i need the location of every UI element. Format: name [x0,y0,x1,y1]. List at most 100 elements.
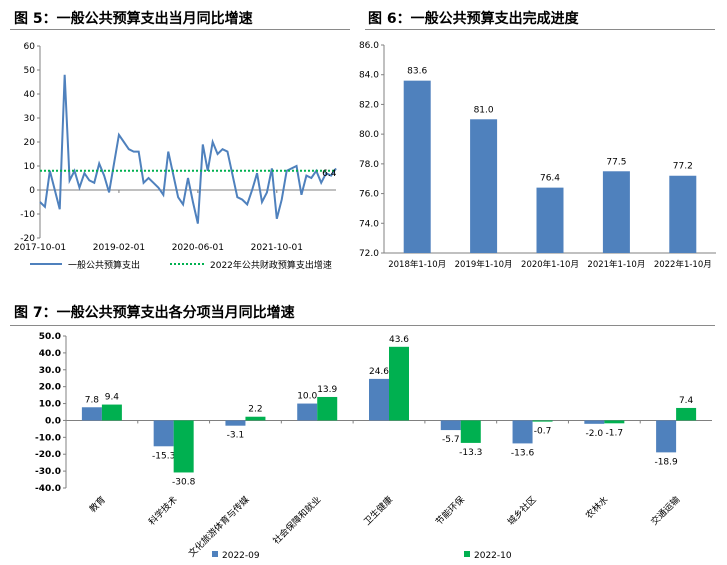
fig7-category-label: 社会保障和就业 [270,494,323,547]
fig7-y-tick-label: -20.0 [35,450,61,460]
fig7-value-label: 9.4 [105,393,120,403]
fig7-category-label: 文化旅游体育与传媒 [186,494,252,560]
fig6-y-tick-label: 78.0 [359,160,379,170]
fig7-value-label: -30.8 [172,477,196,487]
fig5-x-tick-label: 2020-06-01 [172,243,224,253]
fig5-series-line [39,74,337,224]
fig7-value-label: -3.1 [227,431,245,441]
fig6-y-tick-label: 86.0 [359,41,379,51]
fig7-bar-2022-10 [389,346,409,421]
fig7-y-tick-label: 40.0 [39,349,61,359]
fig5-y-tick-label: 50 [24,66,36,76]
fig5-y-tick-label: 0 [29,186,35,196]
fig5-legend-label: 2022年公共财政预算支出增速 [210,259,332,271]
fig7-bar-2022-09 [512,420,533,444]
fig7-bar-2022-09 [153,420,174,447]
fig7-bar-2022-10 [245,416,266,421]
fig7-bar-2022-10 [676,407,697,421]
fig6-category-label: 2018年1-10月 [388,259,446,270]
fig6-title: 图 6：一般公共预算支出完成进度 [368,11,579,27]
fig6-y-tick-label: 76.0 [359,190,379,200]
fig5-title: 图 5：一般公共预算支出当月同比增速 [14,11,253,27]
fig7-value-label: 43.6 [389,335,409,345]
fig7-category-label: 教育 [87,494,108,515]
fig7-value-label: 7.4 [679,396,694,406]
fig7-bar-2022-09 [225,420,246,426]
fig7-y-tick-label: 0.0 [45,416,61,426]
fig7-value-label: 10.0 [297,392,317,402]
fig6-value-label: 77.2 [673,162,693,172]
fig5-y-tick-label: 20 [24,138,36,148]
fig7-bar-2022-09 [81,407,102,421]
separator-top [10,29,350,30]
fig5-y-tick-label: 30 [24,114,36,124]
fig7-legend-label: 2022-10 [474,551,512,561]
fig7-y-tick-label: 30.0 [39,366,61,376]
fig6-bar [403,80,431,254]
separator-top-right [365,29,715,30]
fig7-value-label: -2.0 [586,429,604,439]
fig5-y-tick-label: 10 [24,162,36,172]
fig6-bar [536,187,564,253]
fig5-y-tick-label: 60 [24,42,36,52]
fig7-bar-2022-10 [173,420,194,473]
fig7-y-tick-label: -40.0 [35,484,61,494]
fig5-y-tick-label: -10 [20,210,35,220]
fig7-value-label: -0.7 [534,427,552,437]
fig7-title: 图 7：一般公共预算支出各分项当月同比增速 [14,305,295,321]
fig7-value-label: 2.2 [248,405,262,415]
fig7-value-label: -13.6 [511,448,535,458]
fig7-value-label: 13.9 [317,385,337,395]
fig6-value-label: 81.0 [474,105,494,115]
fig6-y-tick-label: 82.0 [359,100,379,110]
fig7-category-label: 科学技术 [146,494,180,528]
fig7-category-label: 城乡社区 [505,494,539,528]
fig6-category-label: 2021年1-10月 [587,259,645,270]
fig6-y-tick-label: 80.0 [359,130,379,140]
fig6-category-label: 2020年1-10月 [521,259,579,270]
fig5-data-label: 6.4 [322,169,337,179]
fig7-bar-2022-10 [604,420,625,424]
fig6-value-label: 83.6 [407,67,427,77]
fig7-value-label: -5.7 [442,435,460,445]
fig5-x-tick-label: 2017-10-01 [14,243,66,253]
fig7-value-label: 7.8 [85,395,100,405]
fig7-category-label: 节能环保 [433,494,467,528]
fig7-y-tick-label: -10.0 [35,433,61,443]
fig7-bar-2022-09 [656,420,677,453]
fig7-bar-2022-10 [460,420,481,443]
fig7-bar-2022-09 [440,420,461,431]
fig6-bar [669,175,697,253]
fig7-bar-2022-09 [369,378,389,421]
separator-bottom [10,325,715,326]
fig6-value-label: 76.4 [540,174,560,184]
fig6-category-label: 2022年1-10月 [654,259,712,270]
fig5-x-tick-label: 2021-10-01 [251,243,303,253]
fig7-bar-2022-09 [297,403,318,421]
fig7-value-label: -1.7 [606,428,624,438]
fig7-value-label: 24.6 [369,367,389,377]
fig6-bar [470,119,498,254]
fig7-bar-2022-10 [317,396,338,421]
fig5-y-tick-label: -20 [20,234,35,244]
fig7-y-tick-label: 10.0 [39,400,61,410]
fig7-legend-swatch [464,551,470,557]
fig7-category-label: 交通运输 [648,494,682,528]
fig6-y-tick-label: 84.0 [359,71,379,81]
fig7-legend-label: 2022-09 [222,551,260,561]
fig7-bar-2022-10 [532,420,553,422]
fig7-bar-2022-09 [584,420,605,424]
fig5-x-tick-label: 2019-02-01 [93,243,145,253]
fig7-legend-swatch [212,551,218,557]
fig7-value-label: -13.3 [459,448,482,458]
fig7-y-tick-label: 50.0 [39,332,61,342]
fig6-bar [602,171,630,253]
fig6-y-tick-label: 72.0 [359,249,379,259]
fig7-value-label: -15.3 [152,451,175,461]
fig7-y-tick-label: 20.0 [39,383,61,393]
fig7-category-label: 卫生健康 [361,494,395,528]
fig7-value-label: -18.9 [654,457,678,467]
